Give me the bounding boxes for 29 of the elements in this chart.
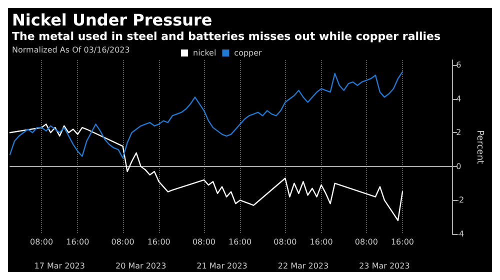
x-tick-label: 16:00	[228, 238, 252, 246]
x-tick-label: 16:00	[310, 238, 333, 246]
text: 17 Mar 2023	[34, 262, 85, 270]
legend-title: Normalized As Of 03/16/2023	[12, 46, 130, 54]
x-tick-label: 16:00	[390, 238, 414, 246]
line-series	[9, 71, 404, 159]
y-tick-label: 0	[456, 162, 462, 171]
y-tick-label: -4	[456, 230, 464, 238]
chart-subtitle: The metal used in steel and batteries misses out while copper rallies	[12, 30, 442, 43]
chart-title: Nickel Under Pressure	[12, 10, 212, 30]
x-tick-label: 08:00	[111, 238, 134, 246]
x-tick-label: 08:00	[192, 238, 216, 246]
y-tick-label: -2	[456, 196, 464, 205]
text: 22 Mar 2023	[278, 262, 329, 270]
x-tick-label: 08:00	[30, 238, 54, 246]
x-tick-label: 08:00	[274, 238, 297, 246]
y-tick-label: 4	[456, 94, 462, 104]
text: 20 Mar 2023	[115, 262, 166, 270]
x-tick-label: 08:00	[354, 238, 378, 246]
legend-label: copper	[234, 48, 263, 58]
y-axis-title: Percent	[474, 130, 484, 164]
text: 23 Mar 2023	[359, 262, 410, 270]
x-tick-label: 16:00	[66, 238, 90, 246]
y-tick-label: 6	[456, 60, 462, 70]
x-tick-label: 16:00	[147, 238, 170, 246]
y-tick-label: 2	[456, 128, 462, 138]
line-series	[9, 124, 404, 222]
text: 21 Mar 2023	[196, 262, 248, 270]
legend-label: nickel	[193, 48, 216, 58]
